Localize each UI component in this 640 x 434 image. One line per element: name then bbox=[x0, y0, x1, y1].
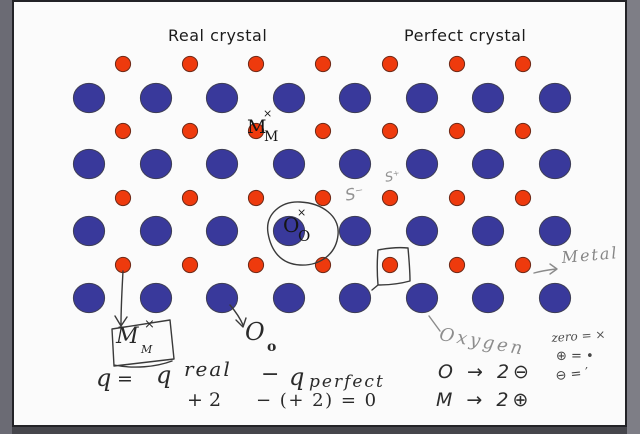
mm-notation-box bbox=[111, 319, 175, 368]
red-ion-circle bbox=[514, 256, 532, 274]
blue-ion-circle bbox=[72, 282, 106, 314]
red-ion-circle bbox=[514, 189, 532, 207]
oxygen-site-ring-annotation bbox=[267, 201, 339, 266]
red-ion-circle bbox=[181, 189, 199, 207]
red-ion-circle bbox=[381, 189, 399, 207]
blue-ion-circle bbox=[139, 282, 173, 314]
blue-ion-circle bbox=[272, 82, 306, 114]
red-ion-circle bbox=[381, 256, 399, 274]
red-ion-circle bbox=[247, 55, 265, 73]
blue-ion-circle bbox=[338, 148, 372, 180]
blue-ion-circle bbox=[405, 215, 439, 247]
blue-ion-circle bbox=[405, 282, 439, 314]
arrow-red-ion-to-mm-box bbox=[114, 270, 128, 327]
window-frame-bottom bbox=[12, 427, 627, 434]
blue-ion-circle bbox=[338, 82, 372, 114]
arrow-blue-ion-to-oo-notation bbox=[229, 304, 247, 328]
blue-ion-circle bbox=[338, 282, 372, 314]
red-ion-circle bbox=[247, 256, 265, 274]
arrow-red-ion-to-metal-label bbox=[533, 263, 558, 275]
red-ion-circle bbox=[181, 122, 199, 140]
red-ion-circle bbox=[314, 189, 332, 207]
red-ion-circle bbox=[247, 189, 265, 207]
blue-ion-circle bbox=[338, 215, 372, 247]
red-ion-circle bbox=[181, 256, 199, 274]
red-ion-circle bbox=[381, 122, 399, 140]
blue-ion-circle bbox=[205, 82, 239, 114]
blue-ion-circle bbox=[272, 215, 306, 247]
blue-ion-circle bbox=[139, 215, 173, 247]
red-ion-circle bbox=[448, 256, 466, 274]
lattice-circles bbox=[72, 55, 572, 314]
blue-ion-circle bbox=[405, 148, 439, 180]
blue-ion-circle bbox=[471, 148, 505, 180]
blue-ion-circle bbox=[272, 148, 306, 180]
blue-ion-circle bbox=[471, 215, 505, 247]
red-ion-circle bbox=[381, 55, 399, 73]
red-ion-circle bbox=[448, 122, 466, 140]
blue-ion-circle bbox=[538, 148, 572, 180]
red-ion-circle bbox=[448, 189, 466, 207]
line-blue-ion-to-oxygen-label bbox=[428, 315, 441, 332]
red-ion-circle bbox=[114, 122, 132, 140]
blue-ion-circle bbox=[538, 82, 572, 114]
metal-site-box-annotation bbox=[371, 246, 411, 291]
red-ion-circle bbox=[181, 55, 199, 73]
red-ion-circle bbox=[247, 122, 265, 140]
red-ion-circle bbox=[448, 55, 466, 73]
blue-ion-circle bbox=[139, 148, 173, 180]
red-ion-circle bbox=[514, 122, 532, 140]
blue-ion-circle bbox=[471, 82, 505, 114]
blue-ion-circle bbox=[538, 282, 572, 314]
red-ion-circle bbox=[314, 122, 332, 140]
blue-ion-circle bbox=[205, 215, 239, 247]
window-frame-right bbox=[627, 0, 640, 434]
red-ion-circle bbox=[314, 55, 332, 73]
window-frame-left bbox=[0, 0, 12, 434]
blue-ion-circle bbox=[72, 148, 106, 180]
blue-ion-circle bbox=[139, 82, 173, 114]
blue-ion-circle bbox=[471, 282, 505, 314]
blue-ion-circle bbox=[272, 282, 306, 314]
red-ion-circle bbox=[114, 55, 132, 73]
red-ion-circle bbox=[114, 189, 132, 207]
red-ion-circle bbox=[514, 55, 532, 73]
blue-ion-circle bbox=[405, 82, 439, 114]
blue-ion-circle bbox=[72, 82, 106, 114]
blue-ion-circle bbox=[538, 215, 572, 247]
blue-ion-circle bbox=[205, 148, 239, 180]
blue-ion-circle bbox=[72, 215, 106, 247]
